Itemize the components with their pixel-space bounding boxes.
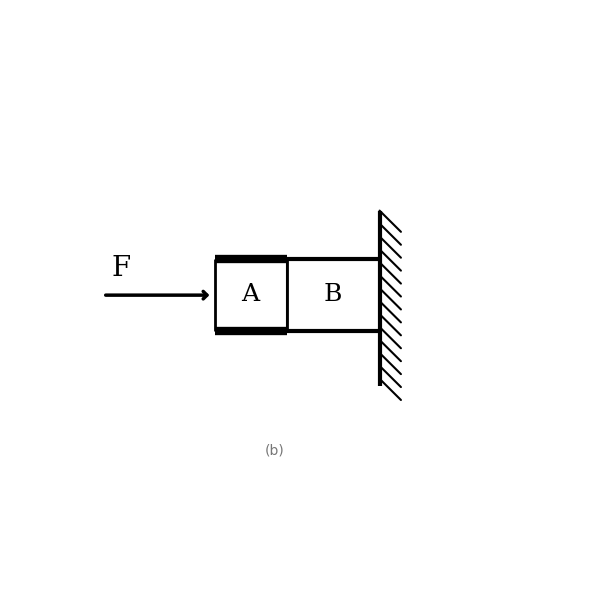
Text: (b): (b) [265,444,285,458]
Bar [287,259,380,331]
Text: A: A [241,283,260,307]
Text: B: B [324,283,342,307]
Text: F: F [112,255,131,282]
Bar [215,259,287,331]
